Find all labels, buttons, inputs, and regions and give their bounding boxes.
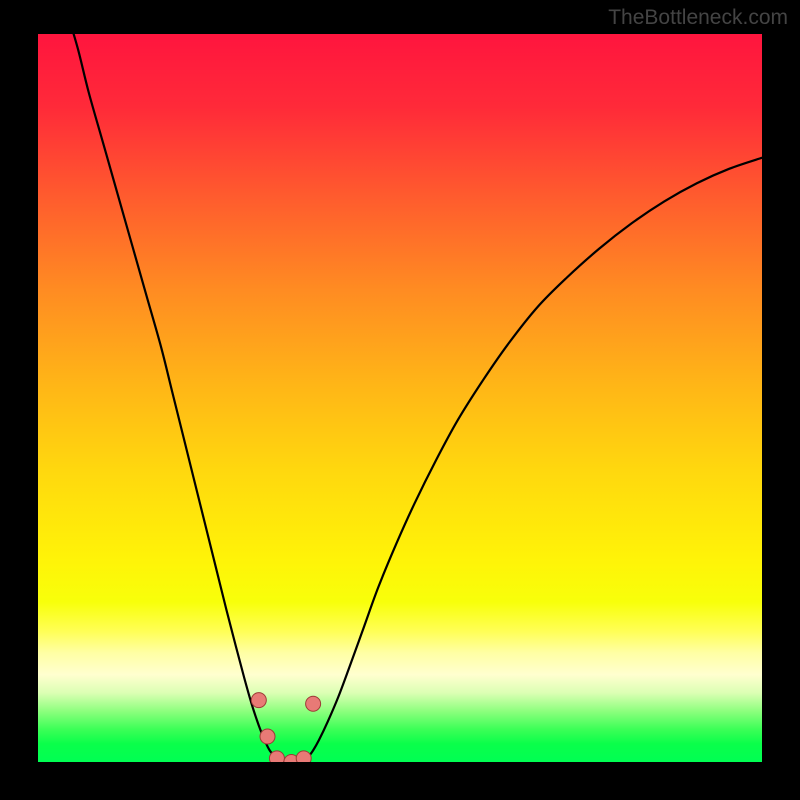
marker-dot <box>296 751 311 762</box>
marker-dot <box>269 751 284 762</box>
plot-svg <box>38 34 762 762</box>
gradient-background <box>38 34 762 762</box>
watermark-text: TheBottleneck.com <box>608 6 788 30</box>
chart-container: TheBottleneck.com <box>0 0 800 800</box>
marker-dot <box>260 729 275 744</box>
marker-dot <box>306 696 321 711</box>
plot-area <box>38 34 762 762</box>
marker-dot <box>251 693 266 708</box>
